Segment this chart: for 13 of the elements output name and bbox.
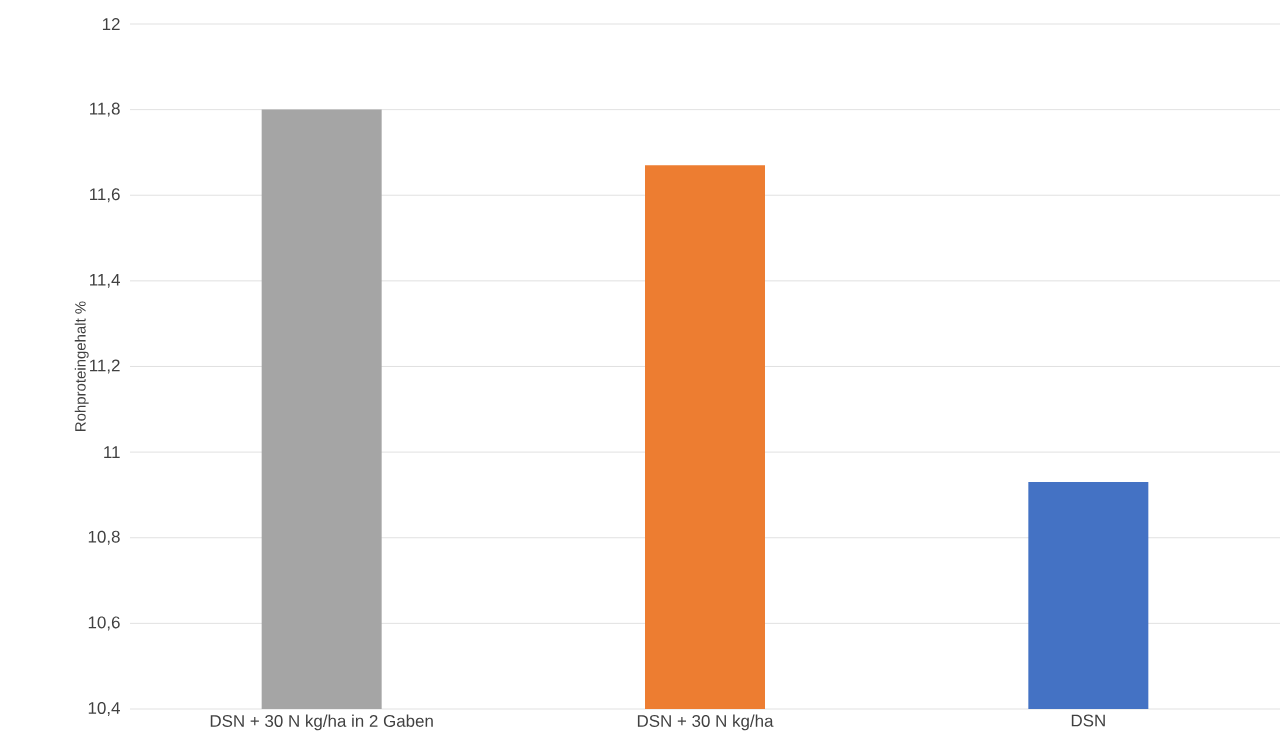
y-tick-label: 11 xyxy=(104,446,120,458)
y-tick-label: 11,4 xyxy=(90,273,120,288)
y-axis-title: Rohproteingehalt % xyxy=(74,301,89,431)
y-tick-label: 11,8 xyxy=(90,102,120,117)
x-tick-label: DSN xyxy=(1071,714,1105,727)
y-tick-label: 12 xyxy=(102,18,120,30)
y-tick-label: 11,2 xyxy=(90,359,120,374)
x-tick-label: DSN + 30 N kg/ha in 2 Gaben xyxy=(210,714,433,731)
y-tick-label: 10,4 xyxy=(88,702,120,716)
y-tick-label: 11,6 xyxy=(90,188,120,203)
y-tick-label: 10,6 xyxy=(88,616,120,631)
y-tick-label: 10,8 xyxy=(88,530,120,545)
x-tick-label: DSN + 30 N kg/ha xyxy=(637,714,774,731)
